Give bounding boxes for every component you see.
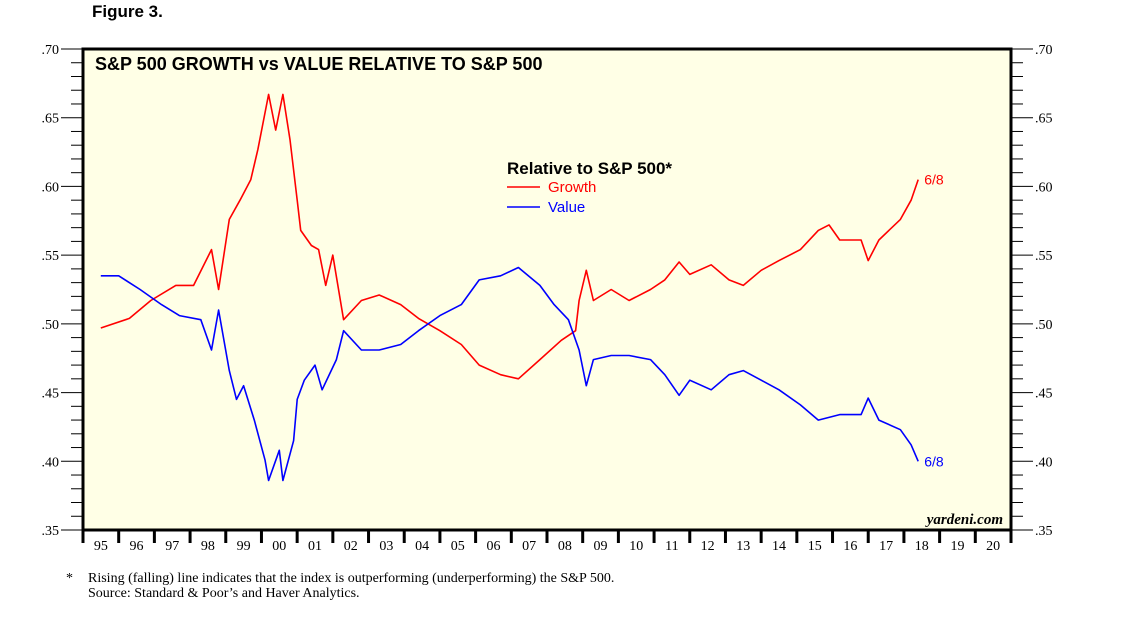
footnote-block: * Rising (falling) line indicates that th… xyxy=(66,571,614,601)
x-tick-label: 16 xyxy=(843,539,857,554)
x-tick-label: 98 xyxy=(201,539,215,554)
x-tick-label: 96 xyxy=(130,539,144,554)
x-tick-label: 14 xyxy=(772,539,786,554)
footnote-marker: * xyxy=(66,571,73,586)
y-tick-label-left: .40 xyxy=(42,455,60,470)
plot-frame xyxy=(81,47,1013,532)
y-tick-label-left: .65 xyxy=(42,112,60,127)
y-tick-label-right: .40 xyxy=(1035,455,1053,470)
x-tick-label: 17 xyxy=(879,539,893,554)
x-tick-label: 19 xyxy=(950,539,964,554)
x-tick-label: 20 xyxy=(986,539,1000,554)
x-tick-label: 09 xyxy=(594,539,608,554)
x-tick-label: 13 xyxy=(736,539,750,554)
x-tick-label: 15 xyxy=(808,539,822,554)
end-label-growth: 6/8 xyxy=(924,172,944,188)
y-tick-label-right: .55 xyxy=(1035,249,1053,264)
legend-title: Relative to S&P 500* xyxy=(507,159,672,178)
x-tick-label: 11 xyxy=(665,539,678,554)
y-tick-label-left: .70 xyxy=(42,43,60,58)
x-tick-label: 12 xyxy=(701,539,715,554)
y-tick-label-right: .50 xyxy=(1035,318,1053,333)
x-tick-label: 99 xyxy=(237,539,251,554)
x-tick-label: 18 xyxy=(915,539,929,554)
chart-title: S&P 500 GROWTH vs VALUE RELATIVE TO S&P … xyxy=(95,54,542,74)
x-tick-label: 03 xyxy=(379,539,393,554)
x-tick-label: 06 xyxy=(486,539,500,554)
figure-label: Figure 3. xyxy=(92,2,163,21)
x-tick-label: 05 xyxy=(451,539,465,554)
y-tick-label-left: .55 xyxy=(42,249,60,264)
series-line-value xyxy=(100,266,919,482)
y-tick-label-left: .35 xyxy=(42,524,60,539)
x-tick-label: 97 xyxy=(165,539,179,554)
x-tick-label: 00 xyxy=(272,539,286,554)
plot-area xyxy=(83,49,1011,530)
y-tick-label-right: .65 xyxy=(1035,112,1053,127)
y-tick-label-left: .45 xyxy=(42,387,60,402)
legend-label-growth: Growth xyxy=(548,179,596,196)
watermark: yardeni.com xyxy=(925,512,1003,528)
x-tick-label: 95 xyxy=(94,539,108,554)
x-tick-label: 01 xyxy=(308,539,322,554)
y-tick-label-right: .60 xyxy=(1035,180,1053,195)
y-tick-label-right: .35 xyxy=(1035,524,1053,539)
x-tick-label: 07 xyxy=(522,539,536,554)
legend-label-value: Value xyxy=(548,199,585,216)
y-tick-label-right: .45 xyxy=(1035,387,1053,402)
footnote: Rising (falling) line indicates that the… xyxy=(88,571,615,586)
end-label-value: 6/8 xyxy=(924,453,944,469)
y-tick-label-right: .70 xyxy=(1035,43,1053,58)
x-tick-label: 08 xyxy=(558,539,572,554)
y-tick-label-left: .50 xyxy=(42,318,60,333)
y-tick-label-left: .60 xyxy=(42,180,60,195)
x-tick-label: 02 xyxy=(344,539,358,554)
series-line-growth xyxy=(100,93,919,380)
x-tick-label: 04 xyxy=(415,539,429,554)
source: Source: Standard & Poor’s and Haver Anal… xyxy=(88,586,360,601)
x-tick-label: 10 xyxy=(629,539,643,554)
